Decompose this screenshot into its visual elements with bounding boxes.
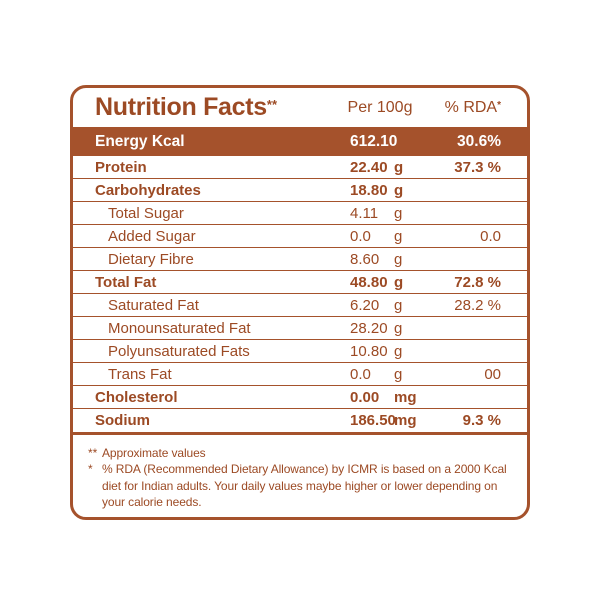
- table-row: Monounsaturated Fat 28.20 g: [73, 317, 527, 340]
- nutrient-name: Total Sugar: [108, 204, 184, 222]
- table-row: Trans Fat 0.0 g 00: [73, 363, 527, 386]
- nutrient-amount: 0.00: [350, 388, 380, 406]
- nutrient-amount: 10.80: [350, 342, 388, 360]
- footnote-rda: * % RDA (Recommended Dietary Allowance) …: [88, 461, 512, 510]
- nutrient-unit: g: [394, 342, 403, 360]
- nutrient-table: Protein 22.40 g 37.3 % Carbohydrates 18.80 g To…: [73, 156, 527, 432]
- column-header-rda: % RDA*: [424, 99, 501, 117]
- nutrient-amount: 6.20: [350, 296, 380, 314]
- energy-label: Energy Kcal: [95, 132, 185, 150]
- table-row: Added Sugar 0.0 g 0.0: [73, 225, 527, 248]
- footnotes: ** Approximate values * % RDA (Recommend…: [73, 435, 527, 510]
- table-row: Cholesterol 0.00 mg: [73, 386, 527, 409]
- nutrient-name: Added Sugar: [108, 227, 196, 245]
- nutrient-amount: 186.50: [350, 412, 396, 429]
- table-row: Total Fat 48.80 g 72.8 %: [73, 271, 527, 294]
- label-header: Nutrition Facts** Per 100g % RDA*: [73, 88, 527, 127]
- nutrient-name: Trans Fat: [108, 365, 172, 383]
- nutrient-amount: 8.60: [350, 250, 380, 268]
- table-row: Sodium 186.50 mg 9.3 %: [73, 409, 527, 432]
- nutrient-name: Saturated Fat: [108, 296, 199, 314]
- nutrient-unit: g: [394, 227, 403, 245]
- nutrient-amount: 48.80: [350, 273, 388, 291]
- nutrient-name: Dietary Fibre: [108, 250, 194, 268]
- title-asterisks: **: [266, 97, 278, 112]
- nutrient-rda: 37.3 %: [454, 158, 501, 176]
- table-row: Total Sugar 4.11 g: [73, 202, 527, 225]
- nutrient-rda: 72.8 %: [454, 273, 501, 291]
- rda-header-text: % RDA: [444, 98, 498, 116]
- energy-row: Energy Kcal 612.10 30.6%: [73, 127, 527, 156]
- footnote-divider: [73, 432, 527, 435]
- table-row: Saturated Fat 6.20 g 28.2 %: [73, 294, 527, 317]
- rda-header-asterisk: *: [497, 99, 501, 111]
- nutrient-unit: g: [394, 273, 404, 291]
- table-row: Dietary Fibre 8.60 g: [73, 248, 527, 271]
- nutrient-unit: g: [394, 250, 403, 268]
- nutrient-unit: g: [394, 181, 404, 199]
- footnote-text: % RDA (Recommended Dietary Allowance) by…: [102, 462, 507, 509]
- nutrient-name: Cholesterol: [95, 388, 178, 406]
- nutrient-rda: 9.3 %: [462, 412, 501, 429]
- table-row: Carbohydrates 18.80 g: [73, 179, 527, 202]
- nutrient-name: Protein: [95, 158, 147, 176]
- nutrient-unit: g: [394, 319, 403, 337]
- nutrient-unit: mg: [394, 412, 417, 429]
- nutrient-name: Total Fat: [95, 273, 157, 291]
- nutrient-unit: g: [394, 204, 403, 222]
- energy-amount: 612.10: [350, 132, 398, 150]
- footnote-text: Approximate values: [102, 446, 206, 460]
- table-row: Polyunsaturated Fats 10.80 g: [73, 340, 527, 363]
- footnote-marker: **: [88, 446, 98, 460]
- nutrient-amount: 4.11: [350, 204, 379, 222]
- nutrient-rda: 00: [484, 365, 501, 383]
- title-text: Nutrition Facts: [95, 93, 267, 121]
- nutrient-amount: 0.0: [350, 365, 371, 383]
- footnote-marker: *: [88, 462, 93, 477]
- label-box: Nutrition Facts** Per 100g % RDA* Energy…: [70, 85, 530, 520]
- nutrient-unit: g: [394, 365, 403, 383]
- nutrient-unit: g: [394, 296, 403, 314]
- nutrient-rda: 0.0: [480, 227, 501, 245]
- nutrient-amount: 18.80: [350, 181, 388, 199]
- nutrient-unit: mg: [394, 388, 417, 406]
- nutrient-amount: 28.20: [350, 319, 388, 337]
- nutrient-name: Polyunsaturated Fats: [108, 342, 250, 360]
- nutrient-name: Monounsaturated Fat: [108, 319, 251, 337]
- nutrient-amount: 0.0: [350, 227, 371, 245]
- nutrient-rda: 28.2 %: [454, 296, 501, 314]
- nutrient-unit: g: [394, 158, 404, 176]
- nutrient-amount: 22.40: [350, 158, 388, 176]
- page-title: Nutrition Facts**: [95, 93, 350, 122]
- energy-rda: 30.6%: [457, 132, 501, 150]
- nutrient-name: Carbohydrates: [95, 181, 201, 199]
- nutrient-name: Sodium: [95, 412, 150, 429]
- table-row: Protein 22.40 g 37.3 %: [73, 156, 527, 179]
- footnote-approximate: ** Approximate values: [88, 445, 512, 461]
- column-header-per-100g: Per 100g: [347, 98, 413, 116]
